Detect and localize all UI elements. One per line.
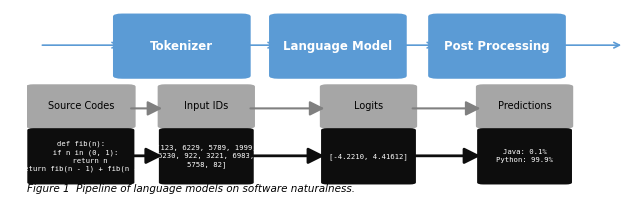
FancyBboxPatch shape bbox=[428, 14, 566, 79]
FancyBboxPatch shape bbox=[477, 128, 572, 184]
FancyBboxPatch shape bbox=[26, 84, 136, 129]
Text: Figure 1  Pipeline of language models on software naturalness.: Figure 1 Pipeline of language models on … bbox=[28, 184, 355, 194]
FancyBboxPatch shape bbox=[157, 84, 255, 129]
Text: [123, 6229, 5789, 1999,
6230, 922, 3221, 6983,
5758, 82]: [123, 6229, 5789, 1999, 6230, 922, 3221,… bbox=[156, 144, 257, 168]
Text: Source Codes: Source Codes bbox=[47, 101, 114, 111]
Text: Tokenizer: Tokenizer bbox=[150, 40, 213, 53]
FancyBboxPatch shape bbox=[113, 14, 251, 79]
Text: Logits: Logits bbox=[354, 101, 383, 111]
FancyBboxPatch shape bbox=[320, 84, 417, 129]
Text: def fib(n):
  if n in (0, 1):
    return n
  return fib(n - 1) + fib(n - 2): def fib(n): if n in (0, 1): return n ret… bbox=[11, 140, 151, 172]
Text: [-4.2210, 4.41612]: [-4.2210, 4.41612] bbox=[329, 153, 408, 160]
Text: Input IDs: Input IDs bbox=[184, 101, 228, 111]
Text: Java: 0.1%
Python: 99.9%: Java: 0.1% Python: 99.9% bbox=[496, 149, 553, 163]
FancyBboxPatch shape bbox=[269, 14, 407, 79]
FancyBboxPatch shape bbox=[476, 84, 573, 129]
FancyBboxPatch shape bbox=[159, 128, 253, 184]
FancyBboxPatch shape bbox=[321, 128, 416, 184]
Text: Post Processing: Post Processing bbox=[444, 40, 550, 53]
Text: Language Model: Language Model bbox=[284, 40, 392, 53]
Text: Predictions: Predictions bbox=[498, 101, 552, 111]
FancyBboxPatch shape bbox=[28, 128, 134, 184]
